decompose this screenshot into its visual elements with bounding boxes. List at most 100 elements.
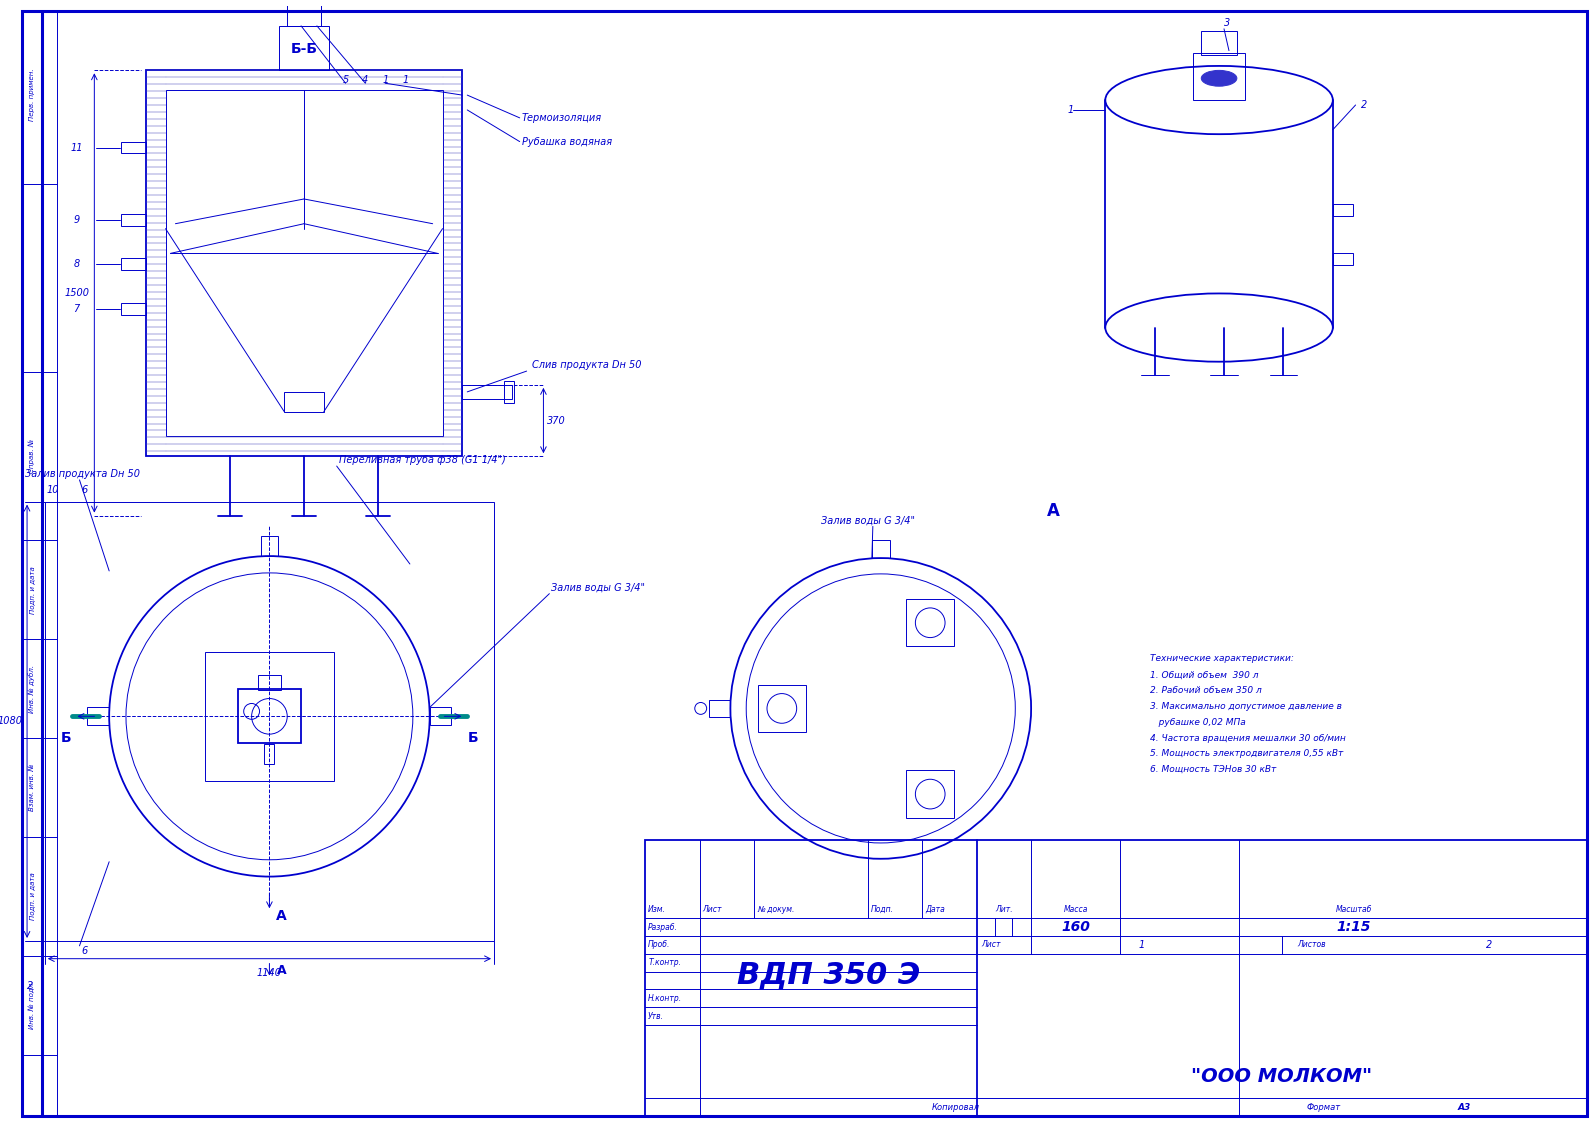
Text: Проб.: Проб. bbox=[648, 940, 670, 949]
Bar bbox=[121, 303, 146, 314]
Text: Технические характеристики:: Технические характеристики: bbox=[1149, 655, 1294, 664]
Text: Разраб.: Разраб. bbox=[648, 923, 678, 932]
Bar bbox=[166, 90, 443, 436]
Text: Инв. № дубл.: Инв. № дубл. bbox=[29, 665, 35, 712]
Bar bbox=[45, 502, 494, 941]
Text: 3: 3 bbox=[1224, 18, 1231, 28]
Text: Б: Б bbox=[60, 731, 72, 745]
Text: № докум.: № докум. bbox=[758, 905, 794, 914]
Bar bbox=[121, 142, 146, 153]
Text: Подп.: Подп. bbox=[871, 905, 893, 914]
Text: 1140: 1140 bbox=[256, 968, 282, 977]
Text: Термоизоляция: Термоизоляция bbox=[522, 113, 602, 123]
Bar bbox=[708, 700, 731, 717]
Text: 1: 1 bbox=[1068, 105, 1075, 115]
Text: Б: Б bbox=[468, 731, 479, 745]
Text: "ООО МОЛКОМ": "ООО МОЛКОМ" bbox=[1191, 1067, 1372, 1086]
Text: 5: 5 bbox=[342, 76, 349, 86]
Bar bbox=[1333, 204, 1353, 215]
Text: 10: 10 bbox=[46, 485, 59, 495]
Text: 2: 2 bbox=[1487, 940, 1493, 950]
Text: Лит.: Лит. bbox=[995, 905, 1013, 914]
Text: 11: 11 bbox=[70, 142, 83, 152]
Bar bbox=[906, 771, 954, 818]
Bar bbox=[462, 385, 511, 399]
Bar bbox=[906, 600, 954, 647]
Bar bbox=[258, 675, 282, 690]
Text: Т.контр.: Т.контр. bbox=[648, 958, 681, 967]
Bar bbox=[285, 392, 323, 411]
Text: 4: 4 bbox=[363, 76, 368, 86]
Text: 160: 160 bbox=[1062, 920, 1091, 934]
Text: 1: 1 bbox=[403, 76, 409, 86]
Text: Переливная труба ф38 (G1 1/4"): Переливная труба ф38 (G1 1/4") bbox=[339, 455, 505, 465]
Bar bbox=[1194, 53, 1245, 100]
Bar bbox=[430, 708, 452, 726]
Bar bbox=[237, 689, 301, 743]
Text: Подп. и дата: Подп. и дата bbox=[29, 566, 35, 613]
Text: А: А bbox=[1046, 502, 1059, 520]
Text: 1: 1 bbox=[1138, 940, 1145, 950]
Bar bbox=[121, 258, 146, 270]
Text: 1080: 1080 bbox=[0, 717, 22, 726]
Text: Масштаб: Масштаб bbox=[1336, 905, 1372, 914]
Text: 2. Рабочий объем 350 л: 2. Рабочий объем 350 л bbox=[1149, 686, 1261, 695]
Text: 3. Максимально допустимое давление в: 3. Максимально допустимое давление в bbox=[1149, 702, 1342, 711]
Text: 1:15: 1:15 bbox=[1336, 920, 1371, 934]
Text: 8: 8 bbox=[73, 259, 80, 269]
Text: Изм.: Изм. bbox=[648, 905, 665, 914]
Text: 1: 1 bbox=[382, 76, 388, 86]
Bar bbox=[503, 381, 514, 402]
Text: А: А bbox=[277, 964, 287, 977]
Bar bbox=[261, 536, 279, 556]
Text: 6: 6 bbox=[81, 485, 88, 495]
Text: 2: 2 bbox=[1361, 100, 1368, 110]
Text: 9: 9 bbox=[73, 215, 80, 224]
Text: 6: 6 bbox=[81, 946, 88, 956]
Text: 370: 370 bbox=[548, 416, 567, 426]
Bar bbox=[146, 70, 462, 456]
Text: Дата: Дата bbox=[925, 905, 946, 914]
Text: 7: 7 bbox=[73, 304, 80, 313]
Bar bbox=[121, 214, 146, 225]
Bar bbox=[205, 653, 334, 781]
Text: 1. Общий объем  390 л: 1. Общий объем 390 л bbox=[1149, 671, 1258, 680]
Text: Подп. и дата: Подп. и дата bbox=[29, 872, 35, 921]
Text: Перв. примен.: Перв. примен. bbox=[29, 69, 35, 122]
Text: Слив продукта Dн 50: Слив продукта Dн 50 bbox=[532, 361, 642, 370]
Bar bbox=[758, 685, 806, 733]
Text: 5. Мощность электродвигателя 0,55 кВт: 5. Мощность электродвигателя 0,55 кВт bbox=[1149, 749, 1344, 758]
Text: ВДП 350 Э: ВДП 350 Э bbox=[737, 961, 920, 990]
Text: Залив воды G 3/4": Залив воды G 3/4" bbox=[551, 583, 645, 593]
Text: 4. Частота вращения мешалки 30 об/мин: 4. Частота вращения мешалки 30 об/мин bbox=[1149, 734, 1345, 743]
Bar bbox=[264, 744, 274, 764]
Text: Взам. инв. №: Взам. инв. № bbox=[29, 764, 35, 811]
Text: Инв. № подл.: Инв. № подл. bbox=[29, 980, 35, 1029]
Text: рубашке 0,02 МПа: рубашке 0,02 МПа bbox=[1149, 718, 1245, 727]
Text: 1500: 1500 bbox=[64, 289, 89, 298]
Text: Утв.: Утв. bbox=[648, 1012, 664, 1021]
Text: А3: А3 bbox=[1458, 1102, 1471, 1111]
Ellipse shape bbox=[1202, 70, 1237, 86]
Text: Залив воды G 3/4": Залив воды G 3/4" bbox=[821, 515, 915, 525]
Text: Залив продукта Dн 50: Залив продукта Dн 50 bbox=[25, 469, 140, 479]
Text: А: А bbox=[275, 909, 287, 923]
Text: Рубашка водяная: Рубашка водяная bbox=[522, 136, 611, 147]
Bar bbox=[1202, 30, 1237, 54]
Text: Справ. №: Справ. № bbox=[29, 440, 35, 473]
Text: Лист: Лист bbox=[982, 940, 1001, 949]
Text: Копировал: Копировал bbox=[931, 1102, 981, 1111]
Text: Формат: Формат bbox=[1307, 1102, 1340, 1111]
Text: Листов: Листов bbox=[1297, 940, 1326, 949]
Bar bbox=[1333, 254, 1353, 265]
Bar bbox=[872, 540, 890, 558]
Text: 6. Мощность ТЭНов 30 кВт: 6. Мощность ТЭНов 30 кВт bbox=[1149, 765, 1277, 774]
Text: Б-Б: Б-Б bbox=[291, 42, 317, 55]
Text: Н.контр.: Н.контр. bbox=[648, 994, 683, 1003]
Bar bbox=[287, 5, 322, 26]
Bar bbox=[645, 840, 1587, 1116]
Bar bbox=[88, 708, 110, 726]
Bar bbox=[279, 26, 330, 70]
Text: Лист: Лист bbox=[702, 905, 723, 914]
Text: 2: 2 bbox=[27, 982, 33, 992]
